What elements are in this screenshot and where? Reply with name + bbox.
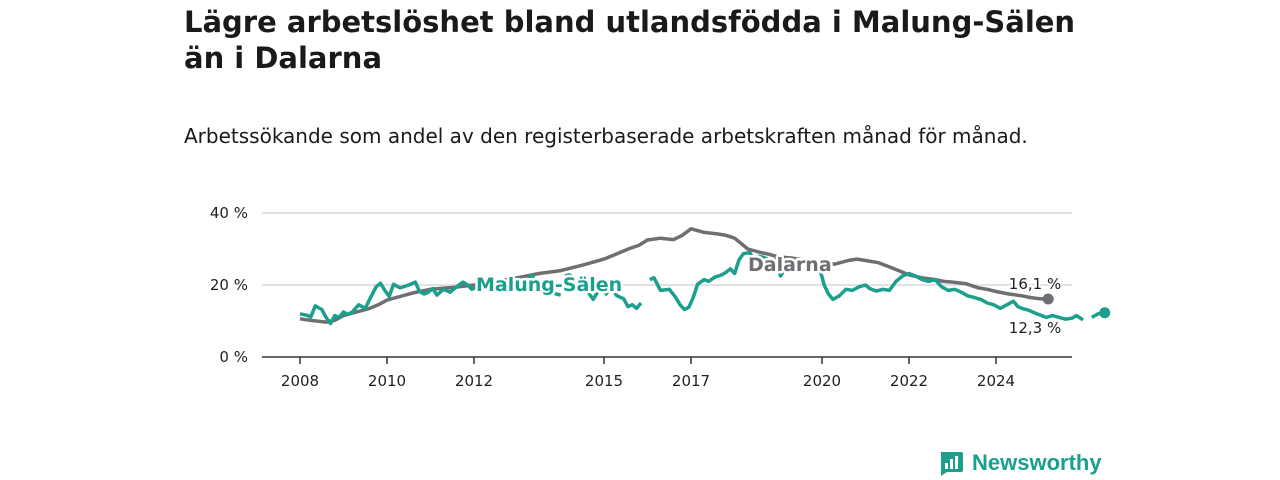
end-label-malung-salen: 12,3 % (1009, 319, 1061, 337)
x-tick-label: 2017 (672, 372, 710, 390)
brand-logo: Newsworthy (938, 449, 1102, 477)
line-chart: 0 % 20 % 40 % 2008 2010 2012 2015 2017 2020 2022 2… (210, 204, 1111, 390)
chart-subtitle: Arbetssökande som andel av den registerb… (184, 124, 1028, 148)
x-tick-label: 2010 (368, 372, 406, 390)
end-label-dalarna: 16,1 % (1009, 275, 1061, 293)
y-tick-label: 40 % (210, 204, 248, 222)
series-label-malung-salen: Malung-Sälen (476, 274, 622, 296)
x-tick-label: 2020 (803, 372, 841, 390)
end-marker-dalarna (1042, 293, 1054, 305)
y-tick-label: 0 % (219, 348, 248, 366)
series-line-dalarna (299, 227, 1049, 324)
series-line-malung-salen (564, 273, 643, 311)
end-marker-malung-salen (1099, 307, 1111, 319)
x-tick-label: 2012 (455, 372, 493, 390)
series-line-malung-salen (649, 250, 804, 312)
y-tick-label: 20 % (210, 276, 248, 294)
series-line-malung-salen (818, 268, 1084, 322)
x-tick-label: 2022 (890, 372, 928, 390)
x-tick-label: 2015 (585, 372, 623, 390)
series-line-malung-salen (521, 273, 536, 291)
x-tick-label: 2008 (281, 372, 319, 390)
series-label-dalarna: Dalarna (748, 254, 832, 276)
x-tick-label: 2024 (977, 372, 1015, 390)
chart-title: Lägre arbetslöshet bland utlandsfödda i … (184, 5, 1076, 75)
bar-chart-icon (940, 452, 963, 476)
series-line-malung-salen (542, 287, 562, 297)
series-line-malung-salen (299, 276, 535, 326)
brand-name: Newsworthy (972, 450, 1102, 475)
